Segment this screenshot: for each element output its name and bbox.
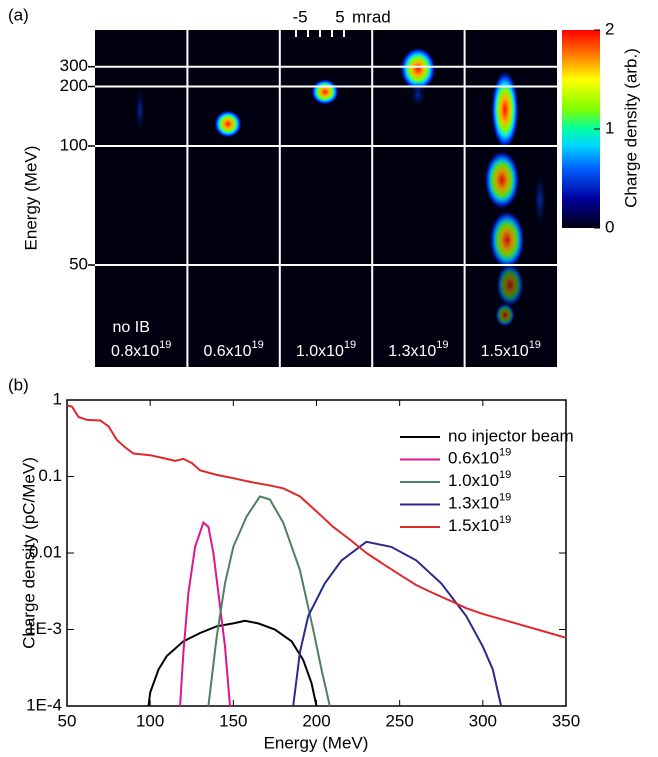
legend-label: 1.0x1019 xyxy=(448,469,511,491)
x-tick-label: 250 xyxy=(385,711,413,730)
legend-label: no injector beam xyxy=(448,426,574,445)
x-tick-label: 350 xyxy=(552,711,580,730)
y-tick-label: 100 xyxy=(60,136,88,155)
x-tick-label: 50 xyxy=(58,711,77,730)
superscript: 19 xyxy=(499,514,511,526)
angle-unit: mrad xyxy=(352,7,391,26)
x-tick-label: 300 xyxy=(469,711,497,730)
y-tick-label: 200 xyxy=(60,76,88,95)
spot xyxy=(495,303,515,327)
text-base: 1.5x10 xyxy=(481,343,529,360)
panel-density: 0.8x1019 xyxy=(111,339,171,360)
superscript: 19 xyxy=(499,446,511,458)
series-line xyxy=(207,495,331,707)
panel-density: 1.3x1019 xyxy=(388,339,448,360)
text-base: 1.0x10 xyxy=(296,343,344,360)
superscript: 19 xyxy=(529,339,541,351)
series-line xyxy=(292,540,503,707)
spot xyxy=(533,170,547,230)
panel-density: 0.6x1019 xyxy=(203,339,263,360)
superscript: 19 xyxy=(436,339,448,351)
plot-frame xyxy=(66,399,567,707)
panel-density: 1.5x1019 xyxy=(481,339,541,360)
y-tick-label: 1E-4 xyxy=(26,695,62,714)
panel-density: 1.0x1019 xyxy=(296,339,356,360)
x-tick-label: 150 xyxy=(219,711,247,730)
x-axis-label: Energy (MeV) xyxy=(264,733,369,752)
text-base: 0.6x10 xyxy=(203,343,251,360)
streak xyxy=(484,70,547,327)
text-base: 0.8x10 xyxy=(111,343,159,360)
x-tick-label: 100 xyxy=(136,711,164,730)
colorbar-label: Charge density (arb.) xyxy=(621,48,640,208)
angle-tick-label: -5 xyxy=(292,7,307,26)
y-tick-label: 50 xyxy=(69,254,88,273)
spot xyxy=(484,150,520,210)
colorbar xyxy=(562,30,600,228)
spot xyxy=(496,263,524,307)
y-tick-label: 1E-3 xyxy=(26,619,62,638)
legend-label: 0.6x1019 xyxy=(448,446,511,468)
colorbar-tick-label: 2 xyxy=(605,19,614,38)
superscript: 19 xyxy=(499,491,511,503)
spot xyxy=(489,210,525,270)
spot xyxy=(135,85,145,135)
y-tick-label: 0.1 xyxy=(38,466,62,485)
superscript: 19 xyxy=(499,469,511,481)
superscript: 19 xyxy=(344,339,356,351)
panel-label: (b) xyxy=(8,375,29,394)
y-axis-label: Charge density (pC/MeV) xyxy=(19,457,38,649)
spot xyxy=(311,79,339,105)
spot xyxy=(410,81,426,109)
legend-label: 1.3x1019 xyxy=(448,491,511,513)
spot xyxy=(214,110,242,138)
spot xyxy=(400,47,436,91)
panel-label: (a) xyxy=(8,5,29,24)
y-tick-label: 300 xyxy=(60,56,88,75)
superscript: 19 xyxy=(251,339,263,351)
superscript: 19 xyxy=(159,339,171,351)
colorbar-tick-label: 0 xyxy=(605,217,614,236)
y-tick-label: 0.01 xyxy=(29,542,62,561)
y-axis-label: Energy (MeV) xyxy=(21,146,40,251)
angle-scale xyxy=(295,30,345,37)
text-base: 1.3x10 xyxy=(448,494,499,513)
legend-label: 1.5x1019 xyxy=(448,514,511,536)
series-line xyxy=(179,520,231,707)
panel-note: no IB xyxy=(113,319,150,336)
series-line xyxy=(66,404,567,639)
text-base: 0.6x10 xyxy=(448,449,499,468)
text-base: 1.0x10 xyxy=(448,471,499,490)
spot xyxy=(491,70,519,150)
text-base: 1.5x10 xyxy=(448,516,499,535)
text-base: 1.3x10 xyxy=(388,343,436,360)
colorbar-tick-label: 1 xyxy=(605,118,614,137)
y-tick-label: 1 xyxy=(53,389,62,408)
x-tick-label: 200 xyxy=(302,711,330,730)
series-line xyxy=(147,619,318,707)
angle-tick-label: 5 xyxy=(335,7,344,26)
